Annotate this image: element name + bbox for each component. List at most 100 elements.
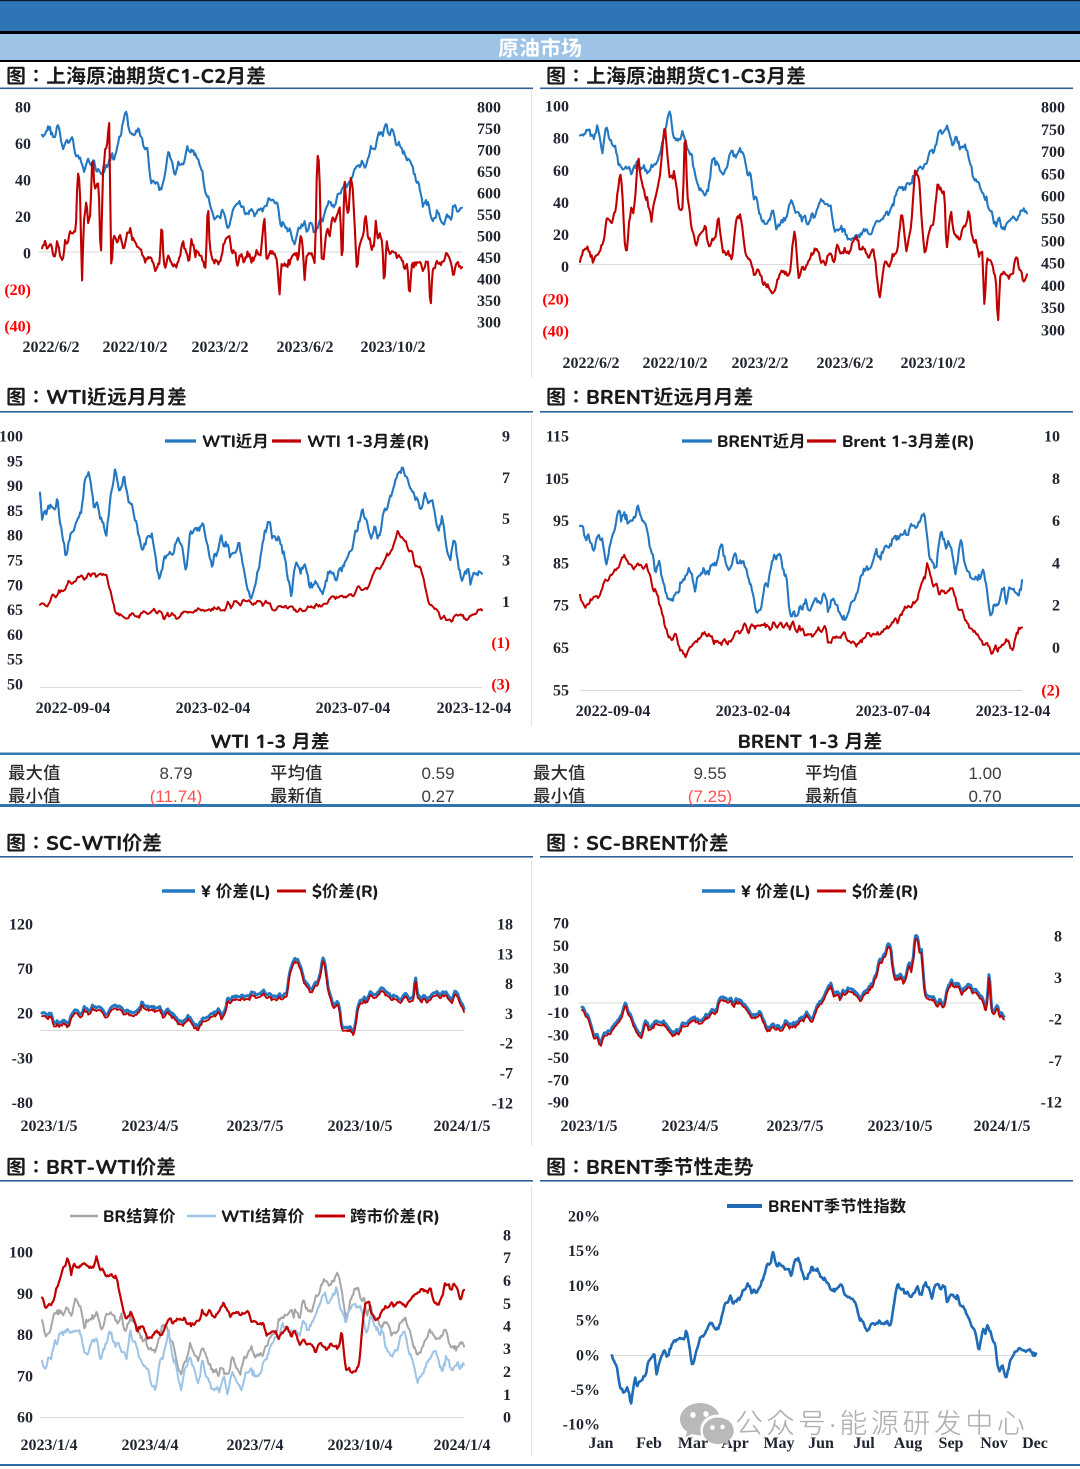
svg-text:80: 80 [553, 131, 569, 148]
svg-text:60: 60 [17, 1410, 33, 1427]
svg-text:2023-07-04: 2023-07-04 [856, 703, 931, 720]
svg-text:8.79: 8.79 [159, 764, 192, 783]
svg-text:-12: -12 [1041, 1095, 1062, 1112]
svg-text:Jul: Jul [853, 1435, 875, 1452]
svg-text:30: 30 [553, 960, 569, 977]
svg-text:550: 550 [477, 207, 501, 224]
svg-text:450: 450 [1041, 256, 1065, 273]
svg-text:2024/1/5: 2024/1/5 [974, 1118, 1031, 1135]
svg-text:0.70: 0.70 [968, 787, 1001, 806]
svg-text:20%: 20% [568, 1209, 600, 1226]
svg-text:7: 7 [502, 470, 510, 487]
svg-text:4: 4 [1052, 555, 1060, 572]
svg-text:40: 40 [553, 195, 569, 212]
svg-text:(40): (40) [542, 324, 569, 341]
svg-text:60: 60 [553, 163, 569, 180]
svg-text:3: 3 [505, 1006, 513, 1023]
svg-text:115: 115 [546, 429, 569, 446]
svg-text:7: 7 [503, 1250, 511, 1267]
svg-text:Dec: Dec [1022, 1435, 1048, 1452]
svg-text:(3): (3) [491, 677, 510, 694]
svg-text:85: 85 [7, 503, 23, 520]
svg-text:2023/10/5: 2023/10/5 [868, 1118, 933, 1135]
svg-text:2024/1/4: 2024/1/4 [434, 1437, 491, 1454]
svg-text:5%: 5% [576, 1313, 600, 1330]
svg-text:650: 650 [477, 164, 501, 181]
svg-text:2023/7/4: 2023/7/4 [227, 1437, 284, 1454]
svg-text:Sep: Sep [939, 1435, 964, 1452]
svg-text:2023/4/5: 2023/4/5 [122, 1118, 179, 1135]
svg-text:-2: -2 [1049, 1012, 1062, 1029]
svg-text:18: 18 [497, 917, 513, 934]
svg-text:-12: -12 [492, 1095, 513, 1112]
svg-text:350: 350 [477, 293, 501, 310]
svg-text:10: 10 [1044, 429, 1060, 446]
svg-text:-5%: -5% [571, 1382, 600, 1399]
svg-text:300: 300 [1041, 323, 1065, 340]
svg-text:0%: 0% [576, 1347, 600, 1364]
svg-text:600: 600 [477, 186, 501, 203]
svg-text:95: 95 [553, 513, 569, 530]
svg-text:100: 100 [9, 1245, 33, 1262]
svg-text:70: 70 [553, 916, 569, 933]
svg-text:105: 105 [545, 471, 569, 488]
svg-text:2022/6/2: 2022/6/2 [23, 339, 80, 356]
svg-text:600: 600 [1041, 189, 1065, 206]
svg-text:2023/7/5: 2023/7/5 [227, 1118, 284, 1135]
svg-text:2023/7/5: 2023/7/5 [767, 1118, 824, 1135]
svg-text:10%: 10% [568, 1278, 600, 1295]
svg-text:2023/10/2: 2023/10/2 [901, 355, 966, 372]
svg-text:0.27: 0.27 [421, 787, 454, 806]
svg-text:2023-12-04: 2023-12-04 [976, 703, 1051, 720]
svg-text:750: 750 [477, 121, 501, 138]
svg-text:2: 2 [503, 1364, 511, 1381]
svg-text:650: 650 [1041, 166, 1065, 183]
svg-text:750: 750 [1041, 122, 1065, 139]
svg-text:0: 0 [561, 259, 569, 276]
svg-text:55: 55 [7, 652, 23, 669]
svg-text:350: 350 [1041, 300, 1065, 317]
svg-text:65: 65 [7, 602, 23, 619]
svg-text:700: 700 [1041, 144, 1065, 161]
svg-text:May: May [763, 1435, 794, 1452]
svg-text:Mar: Mar [678, 1435, 708, 1452]
svg-text:2: 2 [1052, 598, 1060, 615]
svg-text:3: 3 [503, 1341, 511, 1358]
svg-text:0.59: 0.59 [421, 764, 454, 783]
svg-text:2023/1/4: 2023/1/4 [21, 1437, 78, 1454]
svg-text:70: 70 [17, 961, 33, 978]
svg-text:-80: -80 [12, 1095, 33, 1112]
svg-text:2022/6/2: 2022/6/2 [563, 355, 620, 372]
svg-text:2023/2/2: 2023/2/2 [732, 355, 789, 372]
svg-text:700: 700 [477, 143, 501, 160]
svg-text:2023/6/2: 2023/6/2 [817, 355, 874, 372]
svg-text:90: 90 [7, 478, 23, 495]
svg-text:40: 40 [15, 173, 31, 190]
svg-text:-2: -2 [500, 1036, 513, 1053]
svg-text:2023-02-04: 2023-02-04 [176, 700, 251, 717]
svg-text:100: 100 [0, 429, 23, 446]
svg-text:1: 1 [502, 594, 510, 611]
svg-text:60: 60 [7, 627, 23, 644]
svg-text:450: 450 [477, 250, 501, 267]
svg-text:-10%: -10% [563, 1417, 600, 1434]
svg-text:75: 75 [553, 598, 569, 615]
svg-text:Nov: Nov [980, 1435, 1008, 1452]
svg-text:0: 0 [23, 246, 31, 263]
svg-text:0: 0 [503, 1410, 511, 1427]
svg-text:(11.74): (11.74) [150, 787, 203, 806]
svg-text:5: 5 [502, 511, 510, 528]
svg-text:2023/4/4: 2023/4/4 [122, 1437, 179, 1454]
svg-text:8: 8 [1054, 929, 1062, 946]
svg-text:-70: -70 [548, 1072, 569, 1089]
svg-text:Jan: Jan [589, 1435, 614, 1452]
svg-text:3: 3 [1054, 970, 1062, 987]
svg-text:2022-09-04: 2022-09-04 [576, 703, 651, 720]
svg-text:-30: -30 [548, 1028, 569, 1045]
svg-text:-90: -90 [548, 1095, 569, 1112]
svg-text:-7: -7 [1049, 1053, 1062, 1070]
svg-text:55: 55 [553, 682, 569, 699]
svg-text:2023-02-04: 2023-02-04 [716, 703, 791, 720]
svg-text:2023/10/5: 2023/10/5 [328, 1118, 393, 1135]
svg-text:13: 13 [497, 946, 513, 963]
